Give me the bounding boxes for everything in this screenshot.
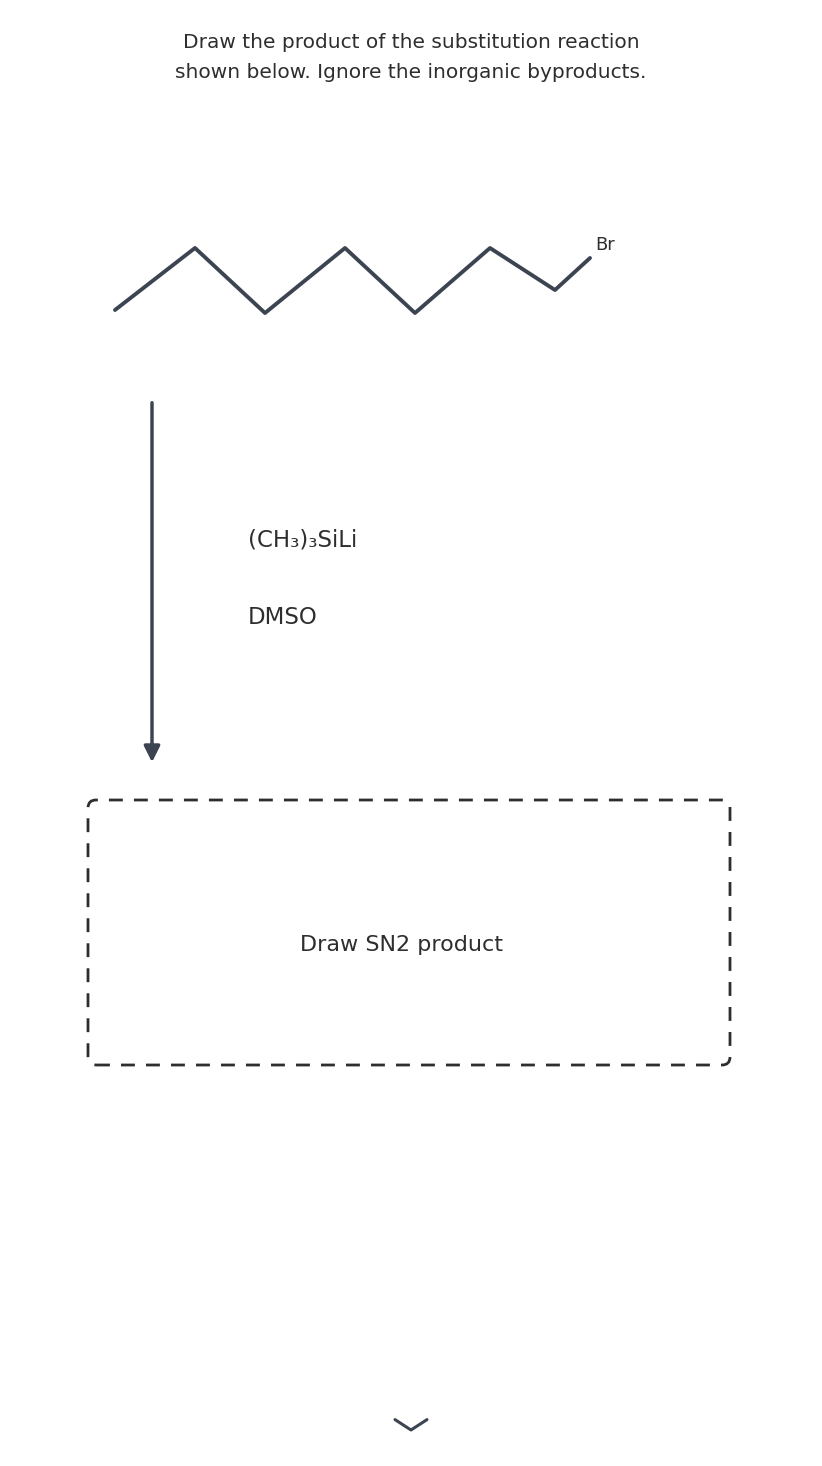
Text: Br: Br <box>595 236 615 254</box>
Text: DMSO: DMSO <box>248 607 318 629</box>
Text: Draw SN2 product: Draw SN2 product <box>300 935 503 954</box>
Text: Draw the product of the substitution reaction: Draw the product of the substitution rea… <box>182 32 640 51</box>
Text: shown below. Ignore the inorganic byproducts.: shown below. Ignore the inorganic byprod… <box>175 63 647 82</box>
Text: (CH₃)₃SiLi: (CH₃)₃SiLi <box>248 529 358 551</box>
